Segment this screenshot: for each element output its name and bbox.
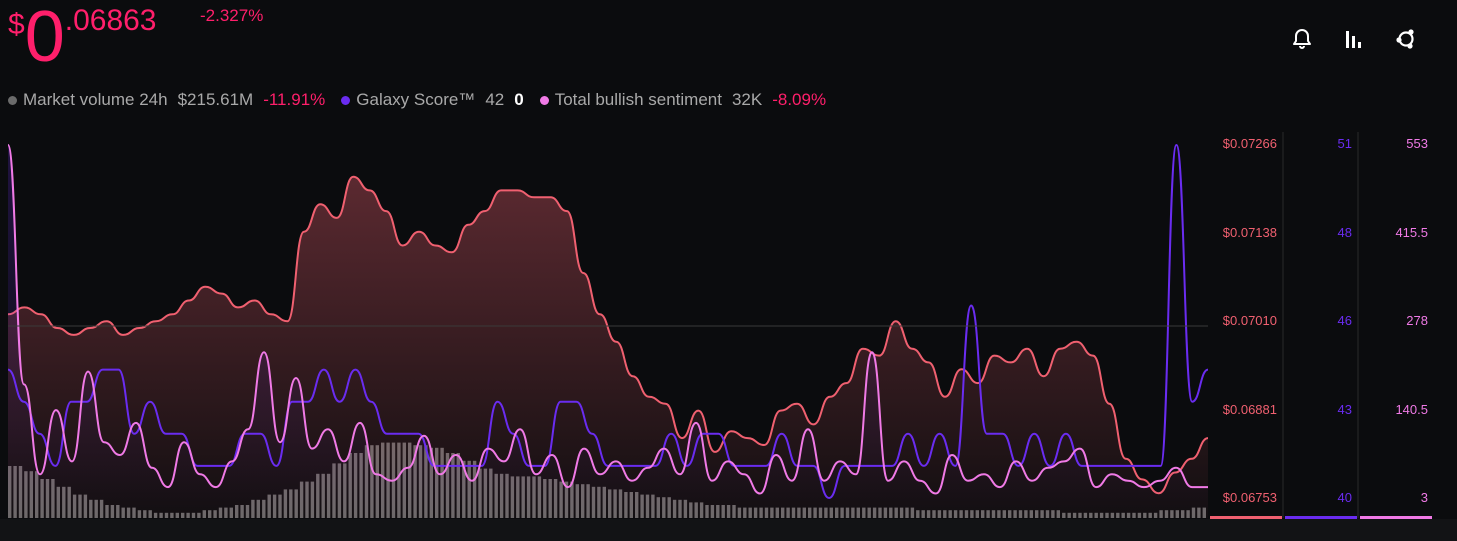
network-share-icon[interactable] xyxy=(1393,26,1419,52)
legend-change: -8.09% xyxy=(772,90,827,109)
volume-dot xyxy=(8,95,17,105)
sentiment-area xyxy=(8,145,1208,518)
price-axis-tick: $0.07138 xyxy=(1223,225,1277,240)
sentiment-axis-baseline xyxy=(1360,516,1432,519)
bottom-bar xyxy=(0,519,1457,541)
legend-item-volume[interactable]: Market volume 24h $215.61M -11.91% xyxy=(8,90,325,110)
currency-symbol: $ xyxy=(8,8,25,41)
price-axis-tick: $0.07266 xyxy=(1223,136,1277,151)
sentiment-dot xyxy=(539,95,549,105)
price-axis-baseline xyxy=(1210,516,1282,519)
price-integer: 0 xyxy=(24,0,65,77)
sentiment-axis-tick: 3 xyxy=(1421,490,1428,505)
galaxy-axis-tick: 40 xyxy=(1338,490,1352,505)
current-price: $ 0 .06863 xyxy=(8,0,157,74)
legend-change: -11.91% xyxy=(263,90,326,109)
price-change-percent: -2.327% xyxy=(200,6,264,25)
toolbar xyxy=(1289,26,1419,52)
legend-change: 0 xyxy=(514,90,524,109)
series-lines xyxy=(7,143,1209,518)
bell-icon[interactable] xyxy=(1289,26,1315,52)
legend-label: Galaxy Score™ xyxy=(356,90,476,109)
galaxy-dot xyxy=(341,95,351,105)
sentiment-axis-tick: 278 xyxy=(1406,313,1428,328)
sentiment-axis-tick: 415.5 xyxy=(1395,225,1428,240)
sentiment-axis-tick: 553 xyxy=(1406,136,1428,151)
legend-item-bullish-sentiment[interactable]: Total bullish sentiment 32K -8.09% xyxy=(539,90,827,110)
price-axis-tick: $0.06881 xyxy=(1223,402,1277,417)
legend-label: Market volume 24h xyxy=(23,90,168,109)
galaxy-axis-tick: 43 xyxy=(1338,402,1352,417)
chart-legend: Market volume 24h $215.61M -11.91% Galax… xyxy=(8,90,842,110)
legend-value: 32K xyxy=(731,90,763,109)
bullish-sentiment-line xyxy=(7,144,1208,495)
galaxy-score-line xyxy=(7,143,1209,500)
price-area xyxy=(8,176,1208,518)
galaxy-axis-tick: 46 xyxy=(1338,313,1352,328)
price-decimal: .06863 xyxy=(64,4,157,37)
legend-item-galaxy-score[interactable]: Galaxy Score™ 42 0 xyxy=(341,90,524,110)
bar-chart-icon[interactable] xyxy=(1341,26,1367,52)
legend-value: 42 xyxy=(485,90,505,109)
galaxy-axis-baseline xyxy=(1285,516,1357,519)
galaxy-axis-tick: 51 xyxy=(1338,136,1352,151)
legend-value: $215.61M xyxy=(177,90,254,109)
sentiment-axis-tick: 140.5 xyxy=(1395,402,1428,417)
axes: $0.07266 $0.07138 $0.07010 $0.06881 $0.06753… xyxy=(0,132,1457,541)
price-axis-tick: $0.07010 xyxy=(1223,313,1277,328)
price-line xyxy=(7,175,1209,495)
galaxy-axis-tick: 48 xyxy=(1338,225,1352,240)
legend-label: Total bullish sentiment xyxy=(554,90,722,109)
price-axis-tick: $0.06753 xyxy=(1223,490,1277,505)
